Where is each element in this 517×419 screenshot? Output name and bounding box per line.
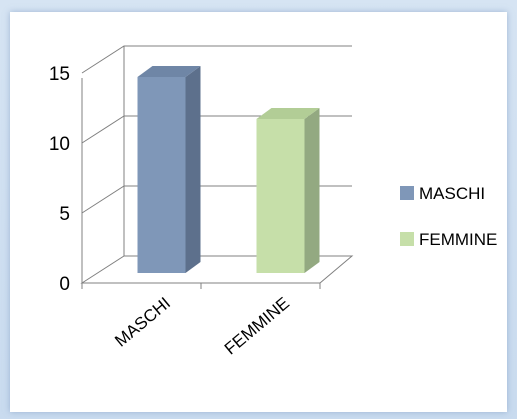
bar-front bbox=[256, 119, 305, 273]
y-tick-label: 5 bbox=[59, 204, 70, 225]
x-axis-categories: MASCHI FEMMINE bbox=[111, 294, 293, 359]
y-tick-label: 15 bbox=[49, 64, 70, 85]
bar-side bbox=[185, 66, 201, 273]
bar-side bbox=[304, 108, 320, 273]
floor bbox=[80, 255, 354, 284]
gridline bbox=[81, 45, 352, 74]
legend-label: FEMMINE bbox=[419, 230, 497, 249]
bars bbox=[137, 66, 320, 273]
bar-femmine bbox=[256, 108, 320, 273]
legend-label: MASCHI bbox=[419, 184, 485, 203]
x-category-label: MASCHI bbox=[111, 294, 174, 351]
y-axis-ticks: 0 5 10 15 bbox=[49, 64, 70, 295]
bar-front bbox=[137, 77, 186, 273]
x-category-label: FEMMINE bbox=[221, 294, 293, 359]
bar-top bbox=[137, 66, 201, 77]
legend-swatch bbox=[400, 232, 414, 246]
bar-top bbox=[256, 108, 320, 119]
bar-maschi bbox=[137, 66, 201, 273]
legend: MASCHI FEMMINE bbox=[400, 184, 497, 249]
legend-swatch bbox=[400, 186, 414, 200]
chart-walls bbox=[80, 46, 354, 284]
y-tick-label: 10 bbox=[49, 134, 70, 155]
y-tick-label: 0 bbox=[59, 274, 70, 295]
